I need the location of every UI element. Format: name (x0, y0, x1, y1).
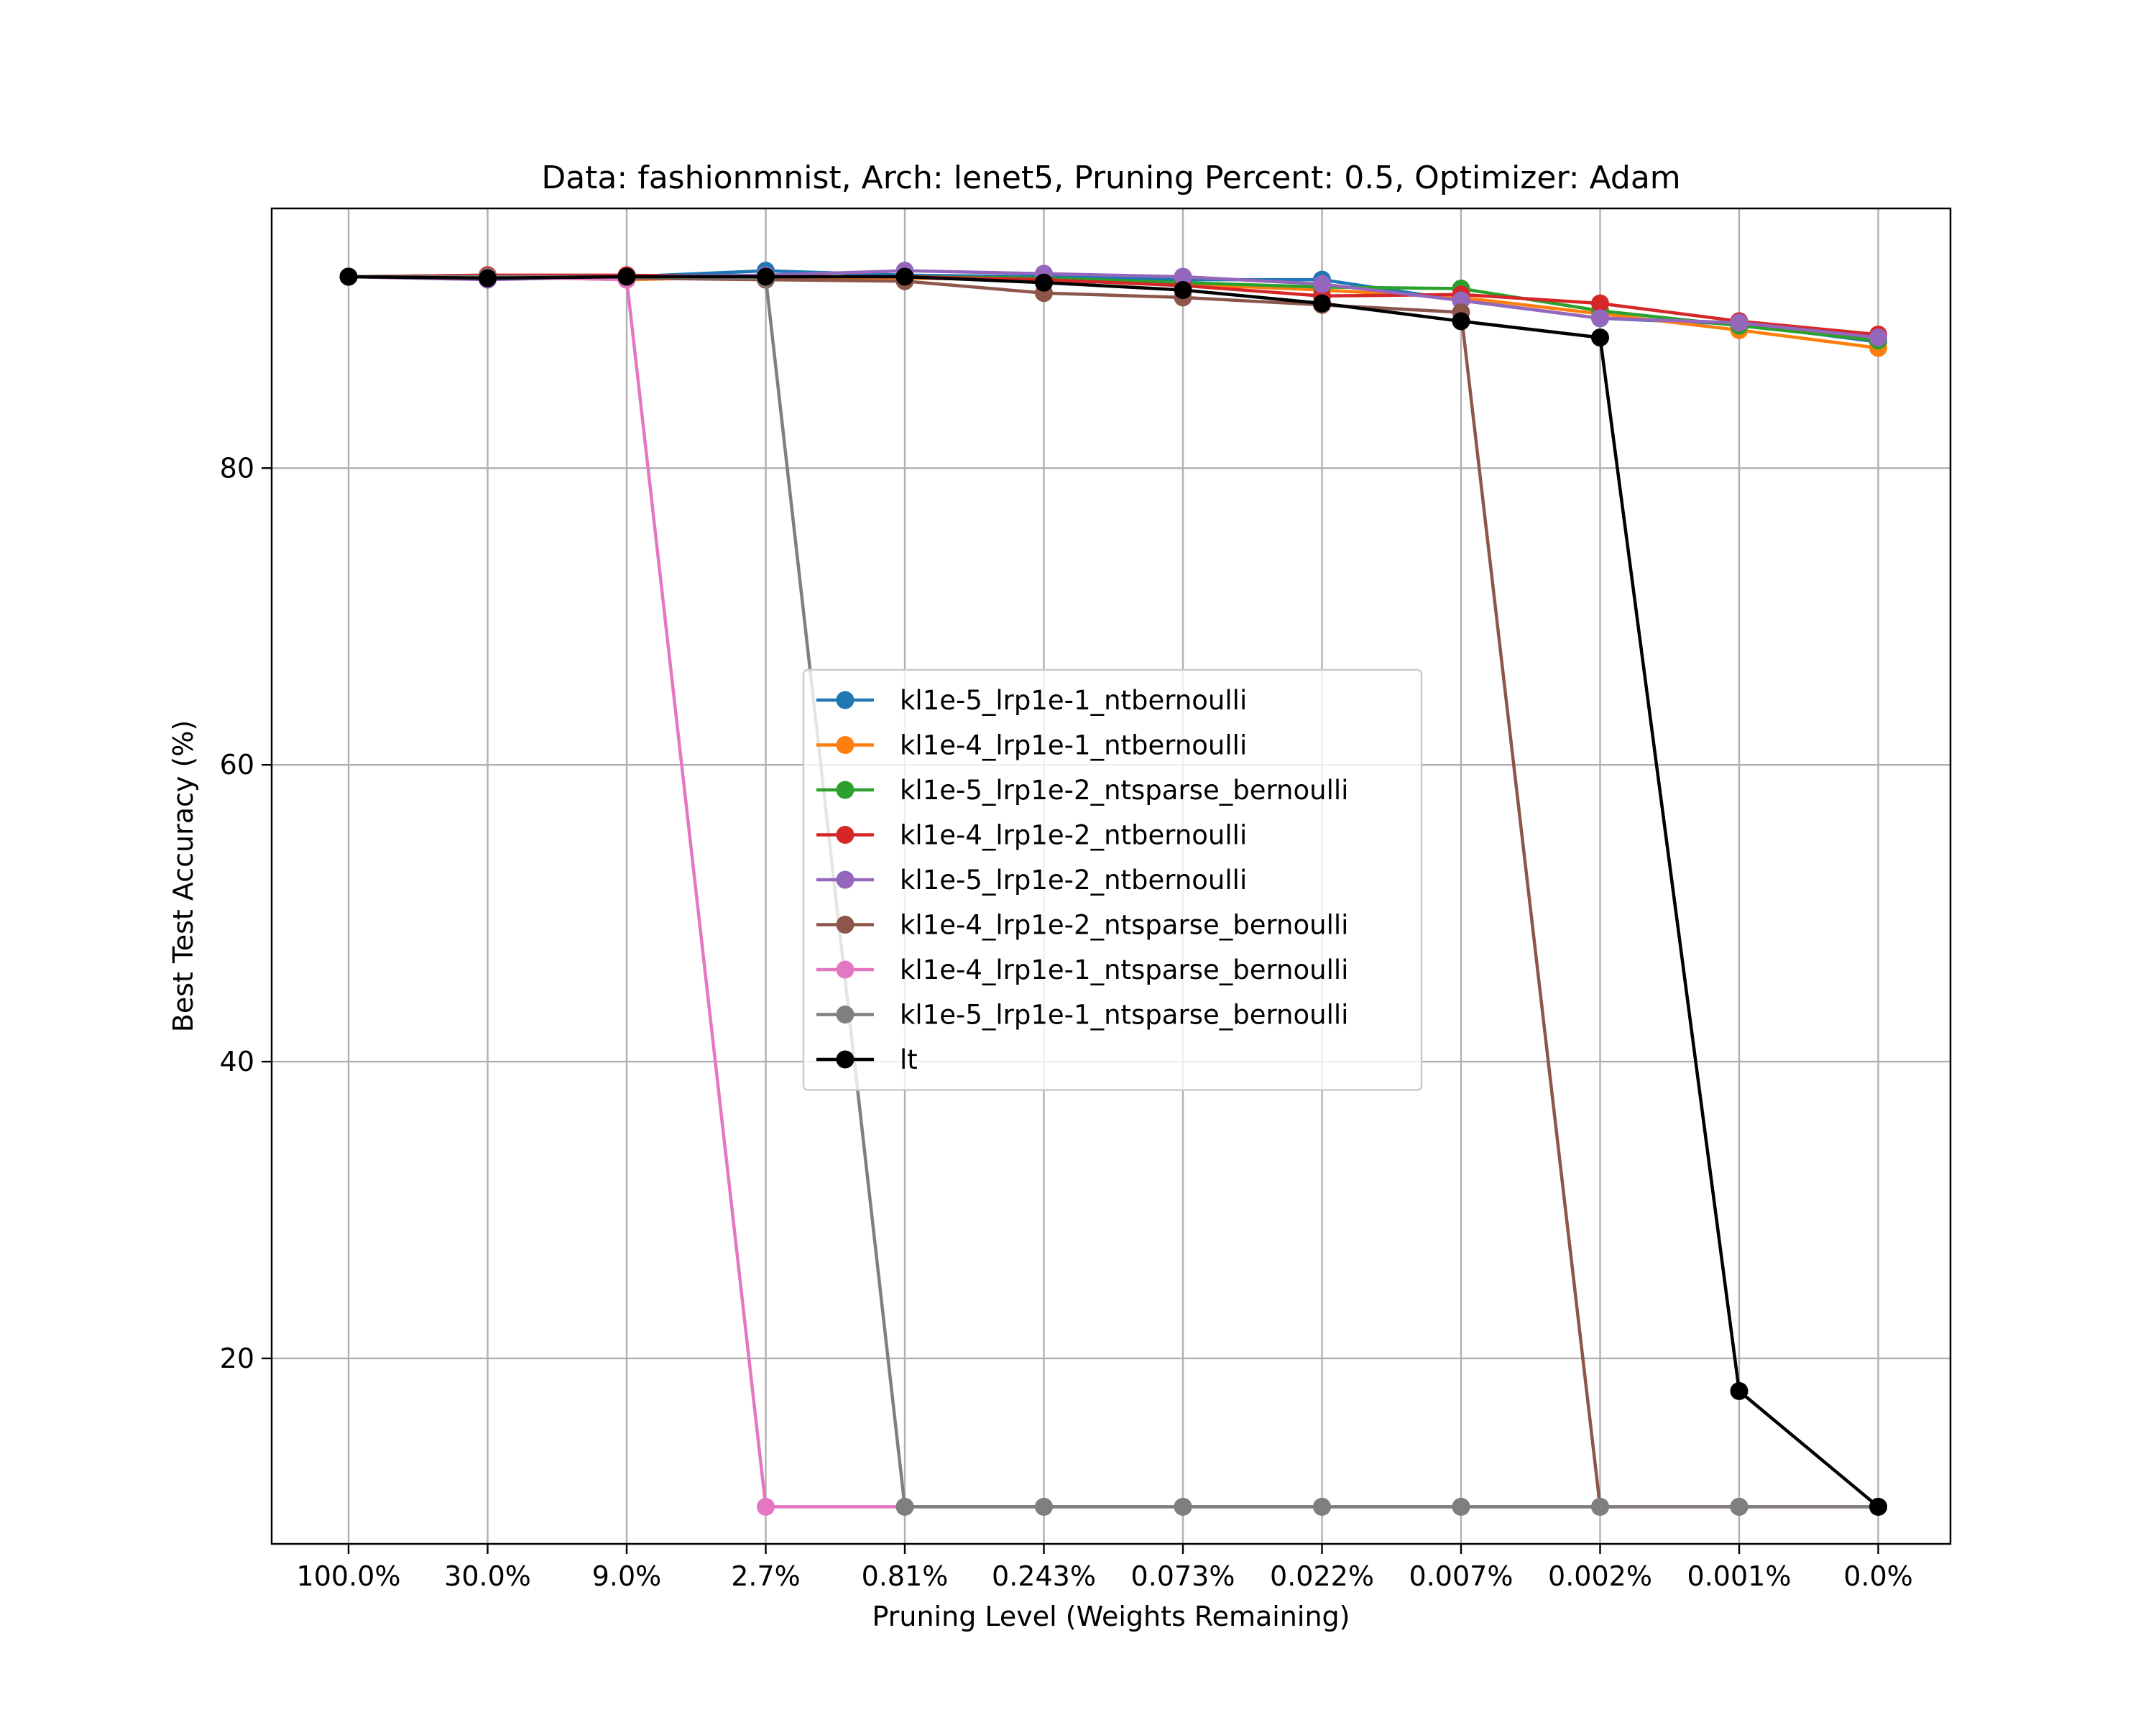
legend-label: kl1e-5_lrp1e-2_ntbernoulli (900, 865, 1247, 896)
y-tick-label: 40 (220, 1046, 254, 1077)
legend-entry: kl1e-5_lrp1e-2_ntbernoulli (816, 865, 1247, 896)
legend-entry: lt (816, 1044, 918, 1075)
series-lines (339, 262, 1887, 1516)
legend-entry: kl1e-5_lrp1e-2_ntsparse_bernoulli (816, 775, 1348, 806)
x-tick-label: 0.007% (1409, 1560, 1514, 1592)
data-point (1174, 267, 1192, 286)
axis-ticks: 100.0% 30.0% 9.0% 2.7% 0.81% 0.243% 0.073% 0.02… (220, 452, 1913, 1592)
x-tick-label: 0.001% (1687, 1560, 1792, 1592)
data-point (1174, 1497, 1192, 1516)
x-tick-label: 9.0% (592, 1560, 662, 1592)
legend-swatch-marker (836, 1006, 854, 1024)
legend-swatch-marker (836, 916, 854, 934)
x-tick-label: 0.81% (862, 1560, 949, 1592)
plot-frame (270, 207, 1952, 1545)
data-point (1035, 273, 1053, 292)
data-point (1591, 294, 1609, 313)
series-lt (339, 267, 1887, 1516)
legend-swatch-marker (836, 736, 854, 754)
data-point (895, 1497, 914, 1516)
series-line (348, 275, 1879, 1509)
legend-entry: kl1e-4_lrp1e-1_ntbernoulli (816, 730, 1247, 761)
data-point (757, 1497, 775, 1516)
data-point (1452, 1497, 1470, 1516)
y-tick-label: 60 (220, 749, 254, 781)
x-tick-label: 30.0% (444, 1560, 531, 1592)
legend-swatch-marker (836, 826, 854, 844)
legend-entry: kl1e-4_lrp1e-2_ntbernoulli (816, 820, 1247, 851)
legend-label: kl1e-5_lrp1e-1_ntbernoulli (900, 685, 1247, 716)
data-point (1730, 1381, 1749, 1400)
legend-entry: kl1e-5_lrp1e-1_ntbernoulli (816, 685, 1247, 716)
data-point (895, 267, 914, 286)
data-point (1313, 1497, 1331, 1516)
y-tick-label: 20 (220, 1343, 254, 1374)
legend-swatch-marker (836, 781, 854, 799)
x-tick-label: 0.002% (1548, 1560, 1652, 1592)
x-tick-label: 0.073% (1131, 1560, 1235, 1592)
legend-label: kl1e-5_lrp1e-2_ntsparse_bernoulli (900, 775, 1348, 806)
legend-label: kl1e-5_lrp1e-1_ntsparse_bernoulli (900, 1000, 1348, 1031)
x-tick-label: 2.7% (731, 1560, 801, 1592)
data-point (1591, 1497, 1609, 1516)
x-axis-label: Pruning Level (Weights Remaining) (872, 1601, 1350, 1632)
data-point (339, 267, 358, 286)
x-tick-label: 0.0% (1843, 1560, 1913, 1592)
data-point (479, 269, 497, 288)
data-point (1869, 328, 1887, 347)
data-point (1730, 313, 1749, 332)
y-axis-label: Best Test Accuracy (%) (167, 720, 199, 1032)
legend-entry: kl1e-4_lrp1e-1_ntsparse_bernoulli (816, 954, 1348, 985)
data-point (1730, 1497, 1749, 1516)
x-tick-label: 0.243% (992, 1560, 1096, 1592)
x-tick-label: 0.022% (1270, 1560, 1374, 1592)
data-point (1313, 275, 1331, 293)
data-point (1313, 294, 1331, 313)
data-point (617, 267, 636, 286)
data-point (1035, 1497, 1053, 1516)
data-point (757, 267, 775, 286)
legend: kl1e-5_lrp1e-1_ntbernoulli kl1e-4_lrp1e-1… (802, 668, 1423, 1091)
data-point (1591, 309, 1609, 328)
x-tick-label: 100.0% (297, 1560, 401, 1592)
legend-swatch-marker (836, 691, 854, 709)
legend-box (802, 668, 1423, 1091)
legend-swatch-marker (836, 1050, 854, 1069)
y-tick-label: 80 (220, 452, 254, 484)
legend-label: kl1e-4_lrp1e-2_ntbernoulli (900, 820, 1247, 851)
legend-label: lt (900, 1044, 918, 1075)
legend-label: kl1e-4_lrp1e-1_ntbernoulli (900, 730, 1247, 761)
legend-label: kl1e-4_lrp1e-1_ntsparse_bernoulli (900, 954, 1348, 985)
legend-entry: kl1e-4_lrp1e-2_ntsparse_bernoulli (816, 910, 1348, 941)
chart-title: Data: fashionmnist, Arch: lenet5, Prunin… (541, 160, 1680, 196)
legend-swatch-marker (836, 960, 854, 979)
legend-label: kl1e-4_lrp1e-2_ntsparse_bernoulli (900, 910, 1348, 941)
data-point (1452, 312, 1470, 331)
legend-swatch-marker (836, 870, 854, 889)
data-point (1591, 328, 1609, 347)
legend-entry: kl1e-5_lrp1e-1_ntsparse_bernoulli (816, 1000, 1348, 1031)
data-point (1869, 1497, 1887, 1516)
data-point (1174, 281, 1192, 300)
